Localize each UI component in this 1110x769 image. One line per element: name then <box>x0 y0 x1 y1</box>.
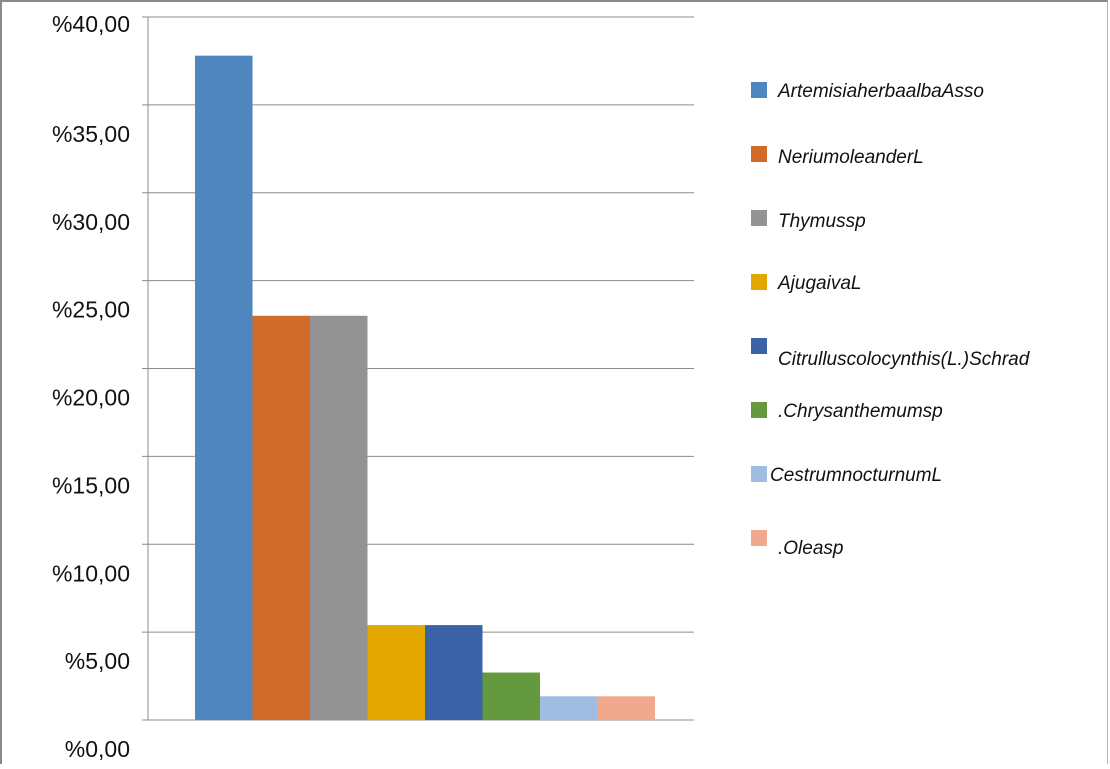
y-tick-label: %5,00 <box>65 648 130 674</box>
legend-swatch <box>751 466 767 482</box>
legend-swatch <box>751 338 767 354</box>
bars <box>195 55 655 721</box>
bar <box>425 625 483 720</box>
legend-label: CestrumnocturnumL <box>770 465 942 486</box>
legend-label: .Oleasp <box>778 538 843 559</box>
legend-swatch <box>751 402 767 418</box>
legend: ArtemisiaherbaalbaAsso NeriumoleanderL Thy… <box>751 81 1031 559</box>
legend-label: NeriumoleanderL <box>778 147 924 168</box>
bar <box>540 696 598 720</box>
legend-swatch <box>751 210 767 226</box>
y-tick-label: %10,00 <box>52 560 130 586</box>
y-axis-ticks: %0,00 %5,00 %10,00 %15,00 %20,00 %25,00 %30,00… <box>52 11 130 762</box>
bar <box>310 315 368 720</box>
legend-swatch <box>751 274 767 290</box>
y-tick-label: %0,00 <box>65 736 130 762</box>
bar <box>367 625 425 720</box>
legend-label: Thymussp <box>778 211 866 232</box>
legend-label: Citrulluscolocynthis(L.)Schrad <box>778 349 1031 370</box>
y-tick-label: %20,00 <box>52 385 130 411</box>
y-tick-label: %15,00 <box>52 472 130 498</box>
legend-swatch <box>751 82 767 98</box>
legend-label: .Chrysanthemumsp <box>778 401 943 422</box>
y-tick-label: %30,00 <box>52 209 130 235</box>
bar <box>482 672 540 720</box>
y-tick-label: %35,00 <box>52 121 130 147</box>
legend-label: ArtemisiaherbaalbaAsso <box>777 81 984 102</box>
bar <box>597 696 655 720</box>
legend-label: AjugaivaL <box>777 273 861 294</box>
bar <box>195 55 253 721</box>
legend-swatch <box>751 530 767 546</box>
legend-swatch <box>751 146 767 162</box>
y-tick-label: %40,00 <box>52 11 130 37</box>
bar <box>252 315 310 720</box>
y-tick-label: %25,00 <box>52 297 130 323</box>
